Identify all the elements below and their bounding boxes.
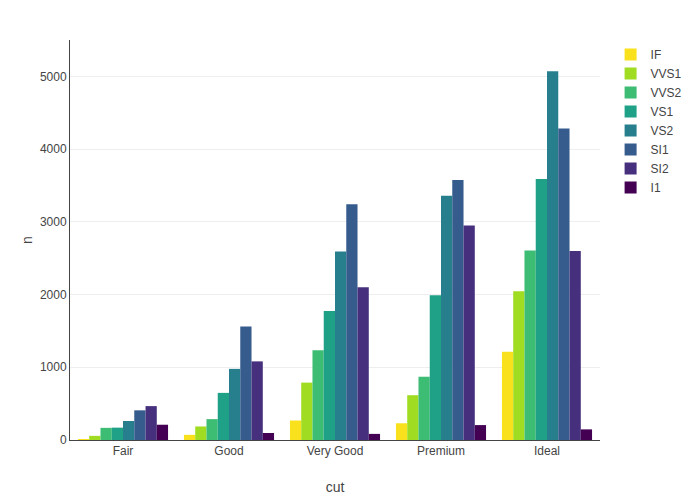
svg-text:VVS2: VVS2 — [651, 86, 682, 100]
svg-text:SI2: SI2 — [651, 162, 669, 176]
svg-text:n: n — [19, 236, 35, 244]
svg-text:3000: 3000 — [40, 215, 67, 229]
svg-text:VS2: VS2 — [651, 124, 674, 138]
svg-text:0: 0 — [60, 433, 67, 447]
svg-text:cut: cut — [326, 479, 345, 495]
svg-text:Fair: Fair — [113, 444, 134, 458]
svg-text:IF: IF — [651, 48, 662, 62]
svg-text:SI1: SI1 — [651, 143, 669, 157]
svg-text:VS1: VS1 — [651, 105, 674, 119]
svg-text:2000: 2000 — [40, 288, 67, 302]
svg-text:Very Good: Very Good — [307, 444, 364, 458]
svg-text:1000: 1000 — [40, 360, 67, 374]
svg-text:Good: Good — [214, 444, 243, 458]
svg-text:Ideal: Ideal — [534, 444, 560, 458]
svg-text:4000: 4000 — [40, 142, 67, 156]
svg-text:I1: I1 — [651, 181, 661, 195]
svg-text:Premium: Premium — [417, 444, 465, 458]
svg-text:VVS1: VVS1 — [651, 67, 682, 81]
svg-text:5000: 5000 — [40, 70, 67, 84]
